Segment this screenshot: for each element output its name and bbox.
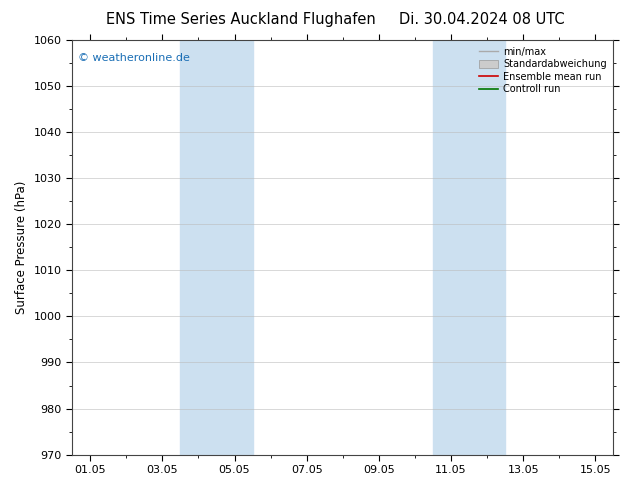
- Bar: [180, 40, 252, 455]
- Text: ENS Time Series Auckland Flughafen: ENS Time Series Auckland Flughafen: [106, 12, 376, 27]
- Legend: min/max, Standardabweichung, Ensemble mean run, Controll run: min/max, Standardabweichung, Ensemble me…: [477, 45, 609, 96]
- Text: © weatheronline.de: © weatheronline.de: [77, 52, 190, 63]
- Bar: [433, 40, 505, 455]
- Y-axis label: Surface Pressure (hPa): Surface Pressure (hPa): [15, 181, 28, 314]
- Text: Di. 30.04.2024 08 UTC: Di. 30.04.2024 08 UTC: [399, 12, 565, 27]
